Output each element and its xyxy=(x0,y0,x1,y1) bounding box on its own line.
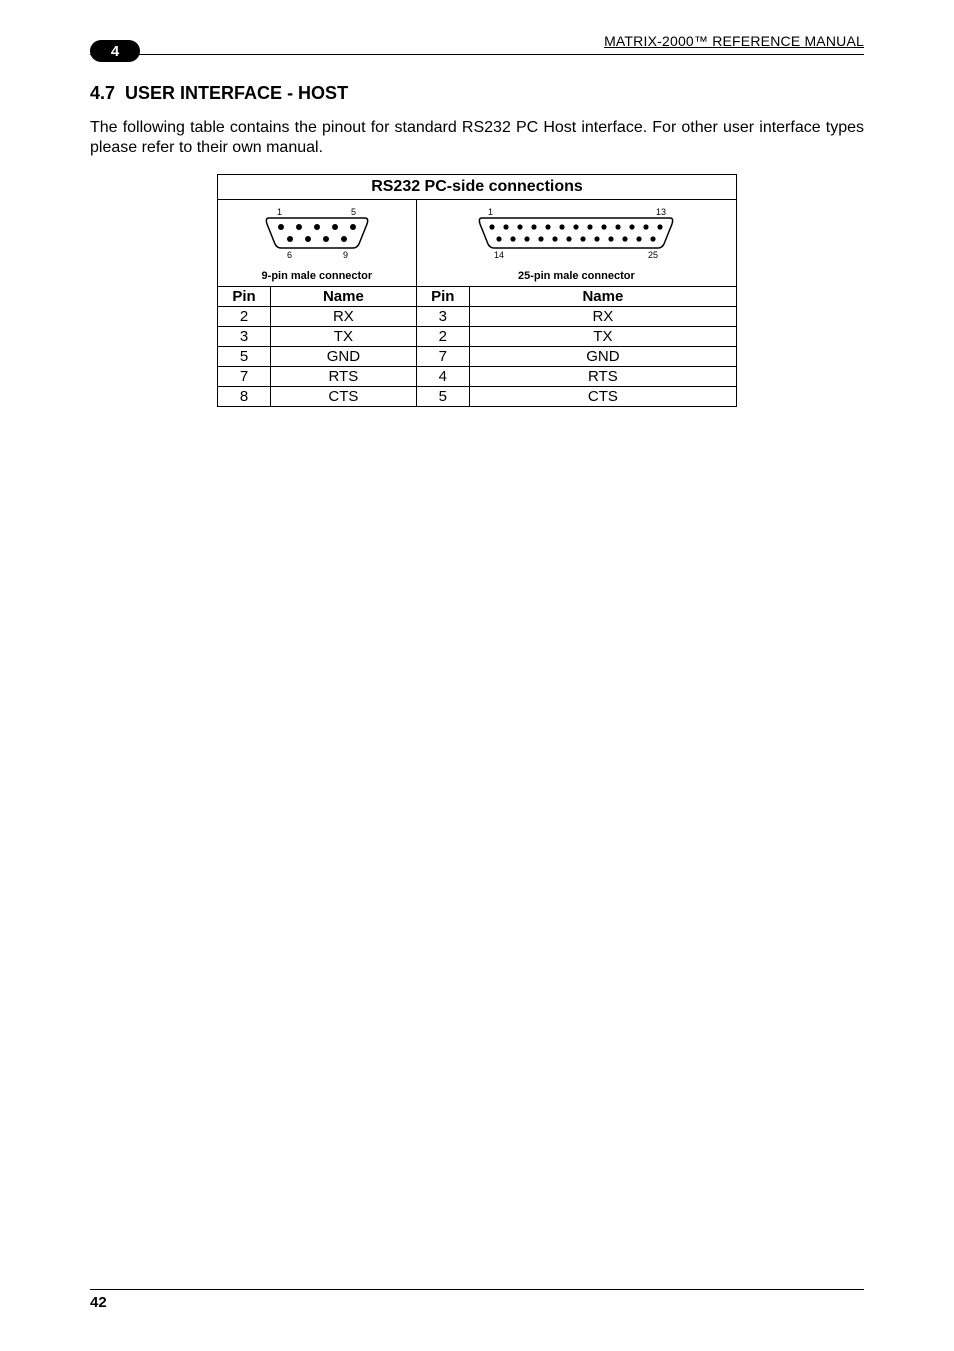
db9-label: 9-pin male connector xyxy=(218,264,417,287)
intro-paragraph: The following table contains the pinout … xyxy=(90,118,864,158)
cell-name: TX xyxy=(469,327,736,347)
db25-num-1: 1 xyxy=(488,207,493,217)
cell-pin: 5 xyxy=(416,387,469,407)
cell-name: GND xyxy=(469,347,736,367)
section-title: USER INTERFACE - HOST xyxy=(125,83,348,103)
cell-pin: 3 xyxy=(416,307,469,327)
db25-connector-icon: 1 13 14 25 xyxy=(466,206,686,260)
cell-pin: 5 xyxy=(218,347,271,367)
cell-pin: 2 xyxy=(416,327,469,347)
db9-connector-icon: 1 5 6 9 xyxy=(247,206,387,260)
cell-name: RX xyxy=(271,307,417,327)
table-title: RS232 PC-side connections xyxy=(218,175,737,200)
db9-num-9: 9 xyxy=(343,250,348,260)
manual-title: MATRIX-2000™ REFERENCE MANUAL xyxy=(604,33,864,49)
table-row: 8 CTS 5 CTS xyxy=(218,387,737,407)
hdr-pin-left: Pin xyxy=(218,287,271,307)
cell-name: RTS xyxy=(469,367,736,387)
db9-num-6: 6 xyxy=(287,250,292,260)
cell-name: GND xyxy=(271,347,417,367)
cell-name: CTS xyxy=(469,387,736,407)
table-row: 3 TX 2 TX xyxy=(218,327,737,347)
db25-diagram-cell: 1 13 14 25 xyxy=(416,200,736,265)
cell-name: CTS xyxy=(271,387,417,407)
cell-pin: 7 xyxy=(218,367,271,387)
section-number: 4.7 xyxy=(90,83,115,103)
rs232-table: RS232 PC-side connections 1 5 6 9 xyxy=(217,174,737,407)
cell-pin: 4 xyxy=(416,367,469,387)
db9-num-1: 1 xyxy=(277,207,282,217)
cell-name: RTS xyxy=(271,367,417,387)
table-row: 7 RTS 4 RTS xyxy=(218,367,737,387)
cell-pin: 2 xyxy=(218,307,271,327)
section-heading: 4.7 USER INTERFACE - HOST xyxy=(90,83,864,104)
cell-pin: 8 xyxy=(218,387,271,407)
hdr-pin-right: Pin xyxy=(416,287,469,307)
table-row: 2 RX 3 RX xyxy=(218,307,737,327)
hdr-name-right: Name xyxy=(469,287,736,307)
db25-label: 25-pin male connector xyxy=(416,264,736,287)
db25-num-25: 25 xyxy=(648,250,658,260)
hdr-name-left: Name xyxy=(271,287,417,307)
page-number: 42 xyxy=(90,1289,864,1311)
cell-pin: 3 xyxy=(218,327,271,347)
db9-num-5: 5 xyxy=(351,207,356,217)
chapter-badge: 4 xyxy=(90,40,140,62)
db9-diagram-cell: 1 5 6 9 xyxy=(218,200,417,265)
table-row: 5 GND 7 GND xyxy=(218,347,737,367)
chapter-number: 4 xyxy=(111,43,119,60)
db25-num-14: 14 xyxy=(494,250,504,260)
db25-num-13: 13 xyxy=(656,207,666,217)
cell-name: TX xyxy=(271,327,417,347)
cell-name: RX xyxy=(469,307,736,327)
cell-pin: 7 xyxy=(416,347,469,367)
